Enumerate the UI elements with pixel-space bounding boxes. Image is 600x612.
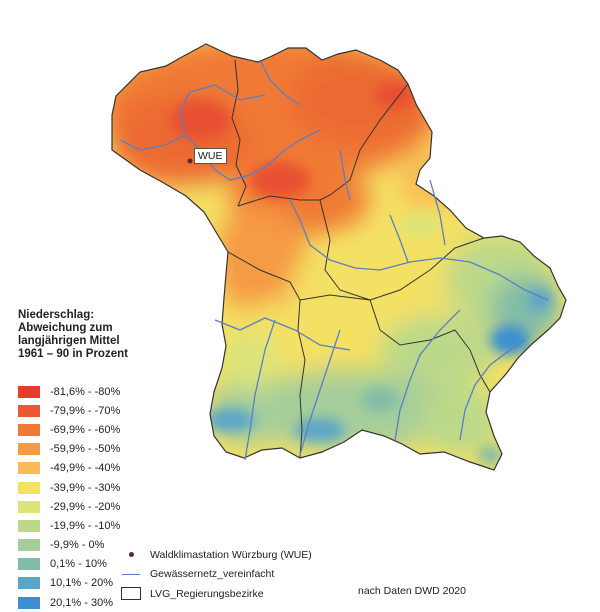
legend-label: -39,9% - -30% bbox=[50, 481, 121, 494]
legend-label: -79,9% - -70% bbox=[50, 404, 121, 417]
aux-legend-rivers: Gewässernetz_vereinfacht bbox=[120, 565, 312, 585]
legend-title-line: langjährigen Mittel bbox=[18, 335, 120, 347]
legend-item: -29,9% - -20% bbox=[18, 497, 120, 516]
legend-swatch bbox=[18, 500, 40, 513]
district-borders bbox=[111, 43, 567, 471]
station-dot-icon bbox=[120, 549, 142, 561]
legend-item: -79,9% - -70% bbox=[18, 401, 120, 420]
legend-swatch bbox=[18, 443, 40, 456]
aux-legend-label: LVG_Regierungsbezirke bbox=[150, 587, 264, 600]
source-note: nach Daten DWD 2020 bbox=[358, 585, 466, 597]
legend-swatch bbox=[18, 558, 40, 571]
legend-label: 10,1% - 20% bbox=[50, 577, 113, 590]
legend-label: -81,6% - -80% bbox=[50, 385, 121, 398]
legend-label: -49,9% - -40% bbox=[50, 462, 121, 475]
legend-list: -81,6% - -80% -79,9% - -70% -69,9% - -60% -… bbox=[18, 382, 120, 612]
station-marker-wue[interactable] bbox=[187, 158, 193, 164]
legend-title-line: Abweichung zum bbox=[18, 322, 113, 334]
aux-legend-station: Waldklimastation Würzburg (WUE) bbox=[120, 545, 312, 565]
legend-item: 20,1% - 30% bbox=[18, 593, 120, 612]
legend-label: -9,9% - 0% bbox=[50, 539, 105, 552]
legend-label: -69,9% - -60% bbox=[50, 423, 121, 436]
legend-label: -29,9% - -20% bbox=[50, 500, 121, 513]
legend-swatch bbox=[18, 404, 40, 417]
legend-item: -19,9% - -10% bbox=[18, 516, 120, 535]
legend-item: -39,9% - -30% bbox=[18, 478, 120, 497]
legend-item: -69,9% - -60% bbox=[18, 420, 120, 439]
river-line-icon bbox=[120, 568, 142, 580]
legend-swatch bbox=[18, 481, 40, 494]
river-network bbox=[119, 59, 549, 461]
legend-swatch bbox=[18, 539, 40, 552]
legend-item: -59,9% - -50% bbox=[18, 440, 120, 459]
legend-item: 0,1% - 10% bbox=[18, 555, 120, 574]
legend-label: 0,1% - 10% bbox=[50, 558, 107, 571]
legend-swatch bbox=[18, 423, 40, 436]
precipitation-raster bbox=[112, 44, 566, 470]
legend-title: Niederschlag: Abweichung zum langjährige… bbox=[18, 309, 178, 361]
aux-legend-districts: LVG_Regierungsbezirke bbox=[120, 584, 312, 604]
legend-swatch bbox=[18, 519, 40, 532]
legend-item: 10,1% - 20% bbox=[18, 574, 120, 593]
aux-legend-label: Waldklimastation Würzburg (WUE) bbox=[150, 548, 312, 561]
legend-label: -19,9% - -10% bbox=[50, 519, 121, 532]
aux-legend-label: Gewässernetz_vereinfacht bbox=[150, 568, 275, 581]
legend-item: -9,9% - 0% bbox=[18, 536, 120, 555]
legend-title-line: 1961 – 90 in Prozent bbox=[18, 348, 128, 360]
station-label: WUE bbox=[194, 148, 227, 164]
legend-swatch bbox=[18, 577, 40, 590]
aux-legend: Waldklimastation Würzburg (WUE) Gewässer… bbox=[120, 545, 312, 604]
district-outline-icon bbox=[120, 587, 142, 601]
legend-swatch bbox=[18, 385, 40, 398]
legend-swatch bbox=[18, 462, 40, 475]
legend-title-line: Niederschlag: bbox=[18, 309, 95, 321]
legend-label: 20,1% - 30% bbox=[50, 596, 113, 609]
legend-item: -81,6% - -80% bbox=[18, 382, 120, 401]
legend-item: -49,9% - -40% bbox=[18, 459, 120, 478]
legend-label: -59,9% - -50% bbox=[50, 443, 121, 456]
legend-swatch bbox=[18, 596, 40, 609]
